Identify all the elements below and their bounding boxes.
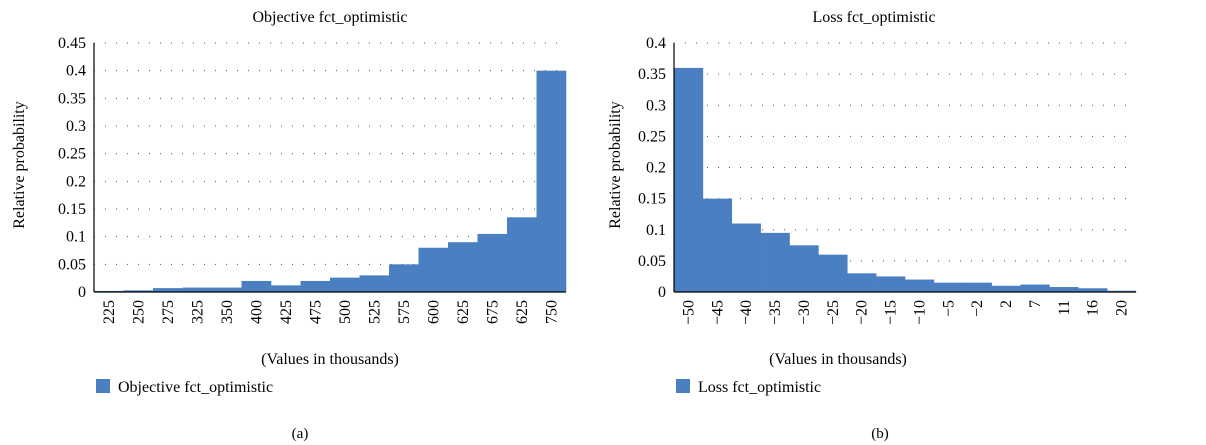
legend-label: Loss fct_optimistic: [698, 379, 821, 396]
x-axis-label: (Values in thousands): [769, 351, 907, 368]
x-tick-label: 275: [160, 300, 177, 324]
bar: [905, 279, 935, 292]
bar: [536, 70, 567, 293]
x-tick-label: −45: [709, 300, 726, 325]
panel-label: (a): [292, 426, 309, 442]
x-tick-label: −5: [940, 300, 957, 317]
x-tick-label: −20: [854, 300, 871, 325]
x-tick-label: 500: [337, 300, 354, 324]
chart-title: Objective fct_optimistic: [252, 9, 407, 26]
x-tick-label: −35: [767, 300, 784, 325]
legend-swatch: [96, 379, 110, 393]
x-tick-label: −2: [969, 300, 986, 317]
bar: [760, 232, 790, 292]
y-tick-label: 0.4: [66, 63, 86, 80]
x-tick-label: 250: [130, 300, 147, 324]
bar: [1107, 290, 1137, 292]
bar: [330, 277, 360, 292]
bar: [962, 282, 992, 292]
bar: [507, 217, 537, 292]
y-tick-label: 0.15: [58, 201, 86, 218]
y-tick-label: 0.2: [66, 173, 86, 190]
bar: [448, 242, 478, 292]
bar: [1049, 287, 1079, 292]
x-tick-label: 400: [248, 300, 265, 324]
x-tick-label: 750: [543, 300, 560, 324]
bar: [418, 247, 449, 292]
x-tick-label: 20: [1114, 300, 1131, 316]
y-tick-label: 0.1: [646, 222, 666, 239]
y-tick-label: 0: [658, 284, 666, 301]
legend-swatch: [676, 379, 690, 393]
x-tick-label: 625: [455, 300, 472, 324]
x-tick-label: 225: [101, 300, 118, 324]
y-axis-label: Relative probability: [11, 101, 28, 229]
x-tick-label: 425: [278, 300, 295, 324]
panel-label: (b): [871, 426, 889, 442]
bar: [212, 287, 242, 292]
bar: [702, 198, 733, 292]
bar: [991, 285, 1021, 292]
chart-objective: Objective fct_optimistic Relative probab…: [11, 9, 567, 442]
y-tick-label: 0.1: [66, 229, 86, 246]
bar: [847, 273, 877, 292]
x-tick-label: −30: [796, 300, 813, 325]
x-tick-label: 575: [396, 300, 413, 324]
bar: [477, 233, 508, 292]
y-tick-label: 0.35: [58, 90, 86, 107]
bar: [241, 280, 272, 292]
chart-loss: Loss fct_optimistic Relative probability…: [607, 9, 1137, 442]
x-tick-label: 7: [1027, 300, 1044, 308]
bar: [818, 254, 848, 292]
x-tick-label: 2: [998, 300, 1015, 308]
y-tick-label: 0.45: [58, 35, 86, 52]
y-tick-label: 0: [78, 284, 86, 301]
bar: [933, 282, 964, 292]
bar: [1020, 284, 1050, 292]
legend-label: Objective fct_optimistic: [118, 379, 273, 396]
x-tick-label: 600: [425, 300, 442, 324]
bar: [123, 290, 154, 292]
x-axis-label: (Values in thousands): [261, 351, 399, 368]
bar: [153, 288, 183, 292]
chart-title: Loss fct_optimistic: [812, 9, 935, 26]
y-tick-label: 0.25: [638, 128, 666, 145]
x-tick-label: 350: [219, 300, 236, 324]
x-tick-label: −25: [825, 300, 842, 325]
y-axis-label: Relative probability: [607, 101, 624, 229]
y-tick-label: 0.4: [646, 35, 666, 52]
y-tick-label: 0.2: [646, 160, 666, 177]
bar: [876, 276, 906, 292]
plot-area: 0 0.05 0.1 0.15 0.2 0.25 0.3 0.35 0.4 −50 −45 −40 −3…: [638, 35, 1137, 325]
x-tick-label: 675: [484, 300, 501, 324]
plot-area: 0 0.05 0.1 0.15 0.2 0.25 0.3 0.35 0.4 0.45 225 250 2…: [58, 35, 567, 324]
bar: [271, 285, 301, 292]
y-tick-label: 0.25: [58, 146, 86, 163]
bar: [300, 280, 331, 292]
y-tick-label: 0.3: [66, 118, 86, 135]
x-tick-label: −40: [738, 300, 755, 325]
x-tick-label: 11: [1056, 300, 1073, 315]
x-tick-label: −10: [911, 300, 928, 325]
bar: [389, 264, 419, 292]
x-tick-label: −15: [883, 300, 900, 325]
y-tick-label: 0.05: [638, 253, 666, 270]
x-tick-label: −50: [680, 300, 697, 325]
y-tick-label: 0.3: [646, 97, 666, 114]
bar: [731, 223, 761, 292]
bar: [1078, 288, 1108, 292]
x-tick-label: 475: [307, 300, 324, 324]
bar: [182, 287, 213, 292]
bar: [789, 245, 819, 292]
x-tick-label: 16: [1085, 300, 1102, 316]
x-tick-label: 525: [366, 300, 383, 324]
x-tick-label: 325: [189, 300, 206, 324]
bar: [359, 275, 390, 292]
bar: [674, 67, 704, 293]
y-tick-label: 0.05: [58, 256, 86, 273]
y-tick-label: 0.35: [638, 66, 666, 83]
y-tick-label: 0.15: [638, 191, 666, 208]
x-tick-label: 625: [514, 300, 531, 324]
